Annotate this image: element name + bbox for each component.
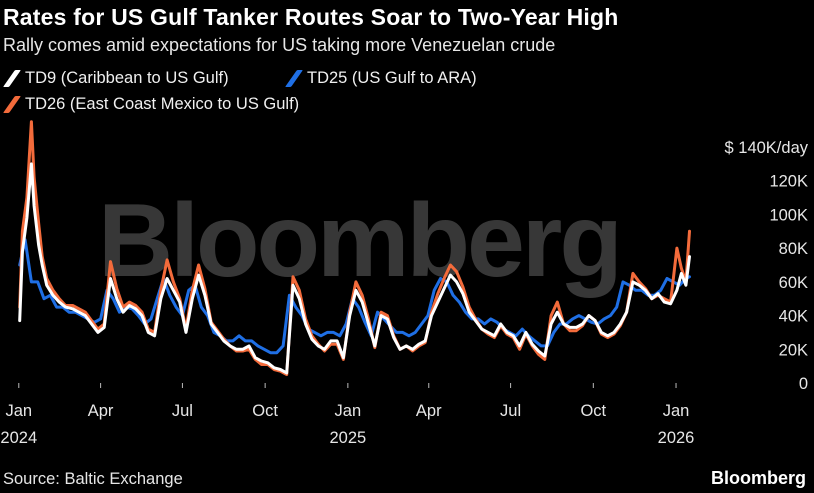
x-tick-label: Jul xyxy=(500,402,521,420)
y-tick-label: 40K xyxy=(779,308,808,326)
legend-label-td9: TD9 (Caribbean to US Gulf) xyxy=(25,69,229,87)
y-tick-label: 0 xyxy=(799,375,808,393)
x-tick-year-label: 2025 xyxy=(329,429,366,447)
y-tick-label: 20K xyxy=(779,341,808,359)
y-tick-label: $ 140K/day xyxy=(725,139,809,157)
x-tick-year-label: 2026 xyxy=(658,429,695,447)
x-tick-label: Jul xyxy=(172,402,193,420)
x-tick-label: Oct xyxy=(580,402,606,420)
x-tick-label: Jan xyxy=(335,402,362,420)
bloomberg-watermark: Bloomberg xyxy=(98,183,623,299)
legend-item-td25: TD25 (US Gulf to ARA) xyxy=(285,69,477,88)
series-line-td25 xyxy=(18,238,691,355)
legend-item-td26: TD26 (East Coast Mexico to US Gulf) xyxy=(3,95,299,114)
chart-subtitle: Rally comes amid expectations for US tak… xyxy=(3,35,556,55)
series-line-td26 xyxy=(18,120,691,377)
series-line-td9 xyxy=(18,162,691,375)
y-tick-label: 120K xyxy=(769,173,808,191)
x-tick-label: Jan xyxy=(5,402,32,420)
legend-label-td25: TD25 (US Gulf to ARA) xyxy=(307,69,477,87)
x-tick-label: Oct xyxy=(252,402,278,420)
x-tick-year-label: 2024 xyxy=(0,429,37,447)
bloomberg-logo: Bloomberg xyxy=(710,468,806,488)
x-tick-label: Apr xyxy=(416,402,442,420)
legend-label-td26: TD26 (East Coast Mexico to US Gulf) xyxy=(25,95,300,113)
x-tick-label: Apr xyxy=(88,402,114,420)
x-tick-label: Jan xyxy=(663,402,690,420)
source-note: Source: Baltic Exchange xyxy=(3,470,183,488)
y-tick-label: 100K xyxy=(769,206,808,224)
y-tick-label: 60K xyxy=(779,274,808,292)
y-tick-label: 80K xyxy=(779,240,808,258)
chart-title: Rates for US Gulf Tanker Routes Soar to … xyxy=(3,4,619,30)
legend-item-td9: TD9 (Caribbean to US Gulf) xyxy=(3,69,229,88)
